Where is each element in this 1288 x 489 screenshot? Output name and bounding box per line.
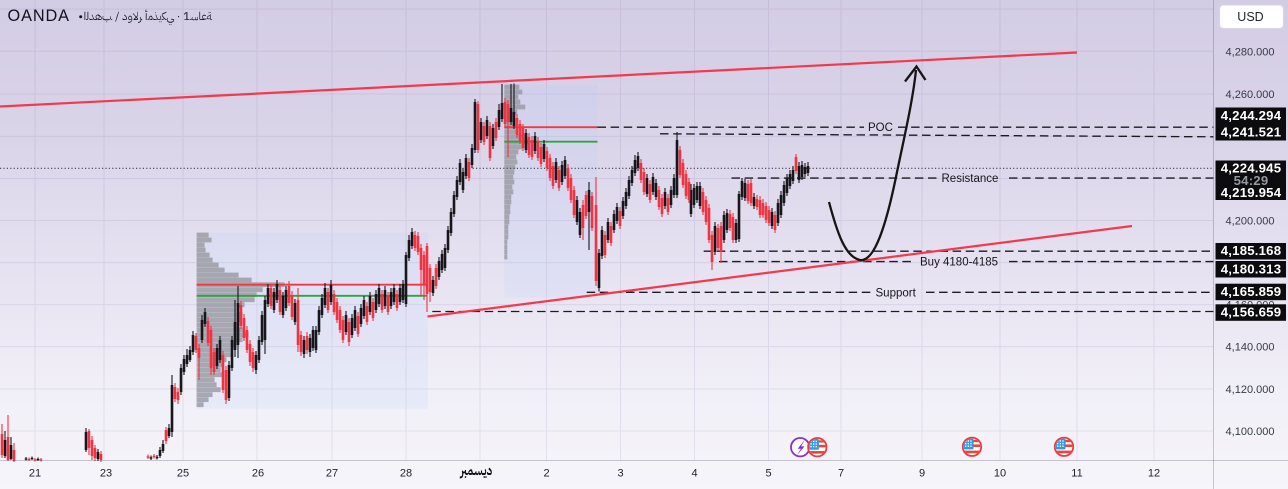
svg-text:4: 4: [691, 468, 697, 480]
svg-text:USD: USD: [1237, 10, 1263, 24]
svg-text:10: 10: [994, 468, 1006, 480]
svg-text:11: 11: [1071, 468, 1082, 480]
svg-text:OANDA: OANDA: [8, 7, 70, 25]
svg-text:Support: Support: [876, 287, 917, 299]
svg-text:2: 2: [543, 468, 549, 480]
svg-text:12: 12: [1148, 468, 1160, 480]
svg-text:25: 25: [177, 468, 189, 480]
svg-text:4,100.000: 4,100.000: [1226, 426, 1275, 438]
svg-text:9: 9: [919, 468, 925, 480]
svg-text:4,200.000: 4,200.000: [1226, 216, 1275, 228]
svg-text:POC: POC: [868, 122, 893, 134]
svg-text:3: 3: [617, 468, 623, 480]
svg-text:4,244.294: 4,244.294: [1221, 108, 1282, 123]
svg-text:Resistance: Resistance: [942, 173, 999, 185]
svg-text:4,224.945: 4,224.945: [1221, 160, 1281, 175]
svg-text:4,180.313: 4,180.313: [1221, 261, 1281, 276]
svg-text:4,120.000: 4,120.000: [1226, 384, 1275, 396]
svg-text:28: 28: [400, 468, 412, 480]
svg-text:7: 7: [838, 468, 844, 480]
svg-text:4,280.000: 4,280.000: [1226, 46, 1275, 58]
svg-text:23: 23: [100, 468, 112, 480]
svg-text:4,219.954: 4,219.954: [1221, 185, 1282, 200]
svg-text:21: 21: [29, 468, 41, 480]
svg-text:4,241.521: 4,241.521: [1221, 124, 1281, 139]
svg-text:26: 26: [252, 468, 264, 480]
svg-text:4,140.000: 4,140.000: [1226, 342, 1275, 354]
svg-text:27: 27: [326, 468, 338, 480]
svg-text:4,260.000: 4,260.000: [1226, 89, 1275, 101]
svg-text:4,185.168: 4,185.168: [1221, 243, 1281, 258]
svg-text:54:29: 54:29: [1234, 173, 1269, 188]
svg-text:Buy 4180-4185: Buy 4180-4185: [920, 257, 998, 269]
svg-text:5: 5: [765, 468, 771, 480]
svg-text:4,156.659: 4,156.659: [1221, 305, 1281, 320]
svg-text:4,165.859: 4,165.859: [1221, 284, 1281, 299]
